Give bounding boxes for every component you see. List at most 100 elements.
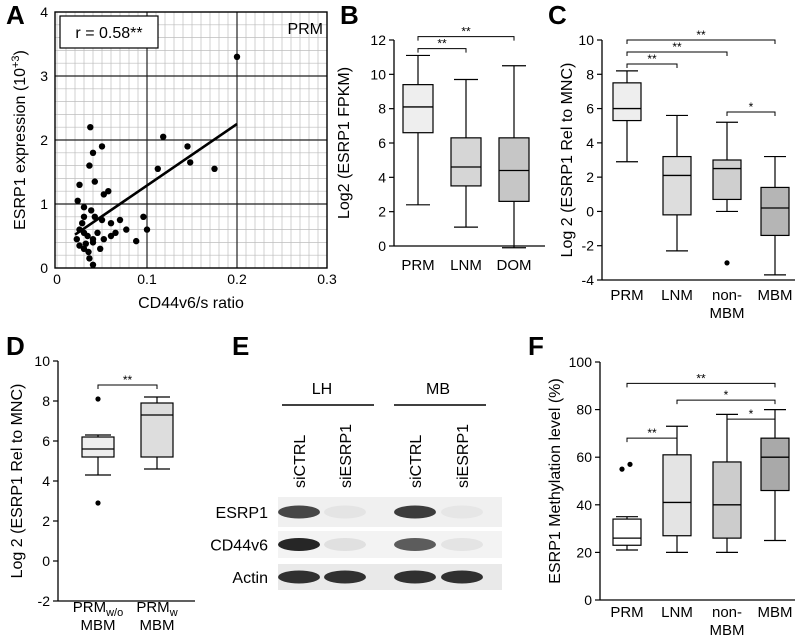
scatter-point <box>154 165 161 172</box>
scatter-point <box>73 236 81 243</box>
y-tick-label: 0 <box>378 238 386 254</box>
y-axis-label: Log 2 (ESRP1 Rel to MNC) <box>559 63 576 258</box>
significance-bracket <box>626 39 776 44</box>
box-iqr <box>450 137 482 187</box>
scatter-point <box>112 229 119 236</box>
significance-bracket <box>726 111 776 116</box>
scatter-point <box>140 213 147 220</box>
scatter-point <box>94 229 101 236</box>
panel-label-e: E <box>232 331 249 361</box>
y-tick-label: 10 <box>370 66 386 82</box>
significance-bracket <box>626 63 678 68</box>
significance-label: ** <box>696 28 706 42</box>
y-tick-label: 20 <box>576 544 592 560</box>
y-tick-label: 4 <box>40 4 48 20</box>
outlier-point <box>95 500 101 506</box>
scatter-point <box>97 245 104 252</box>
category-label: LNM <box>661 287 693 304</box>
category-label: MBM <box>710 622 745 639</box>
y-axis-label: ESRP1 Methylation level (%) <box>547 378 564 583</box>
significance-bracket <box>626 437 678 443</box>
blot-lane-label: siESRP1 <box>455 424 472 488</box>
category-label: LNM <box>661 604 693 621</box>
box-iqr <box>612 518 642 546</box>
significance-label: * <box>724 388 729 402</box>
scatter-point <box>85 248 92 256</box>
category-label: PRMw/o <box>73 599 123 619</box>
scatter-point <box>79 220 86 227</box>
scatter-point <box>80 204 88 211</box>
scatter-point <box>100 236 108 243</box>
scatter-point <box>80 245 88 252</box>
box-iqr <box>402 84 434 134</box>
scatter-point <box>100 191 108 198</box>
y-tick-label: -4 <box>582 272 595 288</box>
y-tick-label: 6 <box>586 101 594 117</box>
scatter-point <box>88 207 95 214</box>
significance-label: ** <box>696 371 706 385</box>
scatter-point <box>116 216 124 224</box>
blot-row-label: ESRP1 <box>216 505 269 522</box>
scatter-point <box>76 181 83 188</box>
y-tick-label: 60 <box>576 449 592 465</box>
scatter-point <box>86 162 93 169</box>
box-iqr <box>760 437 790 492</box>
significance-bracket <box>417 36 515 41</box>
y-tick-label: 4 <box>42 473 50 489</box>
y-tick-label: 6 <box>42 433 50 449</box>
panel-label-d: D <box>6 331 25 361</box>
plot-frame <box>54 11 328 269</box>
category-label-line2: MBM <box>81 617 116 634</box>
y-tick-label: 6 <box>378 135 386 151</box>
y-tick-label: 8 <box>42 393 50 409</box>
blot-band <box>278 538 320 551</box>
category-main: PRM <box>136 599 169 616</box>
y-tick-label: 0 <box>584 592 592 608</box>
boxplot-panel-f: 0 20 40 60 80 100 ESRP1 Methylation level (%) *… <box>547 354 795 639</box>
box-iqr <box>662 155 692 216</box>
x-axis-label: CD44v6/s ratio <box>138 295 244 312</box>
blot-band <box>394 570 436 584</box>
category-label: MBM <box>758 604 793 621</box>
blot-band <box>324 505 366 519</box>
blot-band <box>394 505 436 519</box>
category-label: PRM <box>401 257 434 274</box>
y-tick-label: 0 <box>40 260 48 276</box>
y-tick-label: -2 <box>38 593 51 609</box>
significance-bracket <box>726 418 776 424</box>
significance-bracket <box>676 399 776 405</box>
y-tick-label: 10 <box>578 32 594 48</box>
category-label: LNM <box>450 257 482 274</box>
category-label: MBM <box>758 287 793 304</box>
blot-band <box>278 505 320 519</box>
outlier-point <box>627 461 633 467</box>
scatter-point <box>91 213 99 220</box>
y-axis-label: Log 2 (ESRP1 Rel to MNC) <box>9 384 26 579</box>
significance-label: ** <box>647 426 657 440</box>
scatter-point <box>133 237 140 245</box>
scatter-point <box>76 242 83 249</box>
blot-row-label: CD44v6 <box>210 538 268 555</box>
box-iqr <box>760 186 790 237</box>
scatter-point <box>107 232 115 240</box>
scatter-point <box>233 53 241 60</box>
blot-band <box>278 570 320 584</box>
x-tick-label: 0.3 <box>317 271 337 287</box>
y-tick-label: 80 <box>576 402 592 418</box>
blot-band <box>394 538 436 551</box>
blot-lane-label: siCTRL <box>292 435 309 488</box>
category-label-line2: MBM <box>140 617 175 634</box>
y-tick-label: 12 <box>370 32 386 48</box>
scatter-point <box>89 239 97 246</box>
scatter-point <box>187 159 194 166</box>
blot-lane-label: siCTRL <box>408 435 425 488</box>
category-main: PRM <box>73 599 106 616</box>
western-blot-panel-e: LH MB siCTRL siESRP1 siCTRL siESRP1 ESRP1 CD44v… <box>210 381 502 590</box>
scatter-point <box>160 133 167 140</box>
y-tick-label: 0 <box>42 553 50 569</box>
panel-label-c: C <box>548 0 567 30</box>
x-tick-label: 0.2 <box>227 271 247 287</box>
y-tick-label: 0 <box>586 203 594 219</box>
y-tick-label: 2 <box>378 204 386 220</box>
